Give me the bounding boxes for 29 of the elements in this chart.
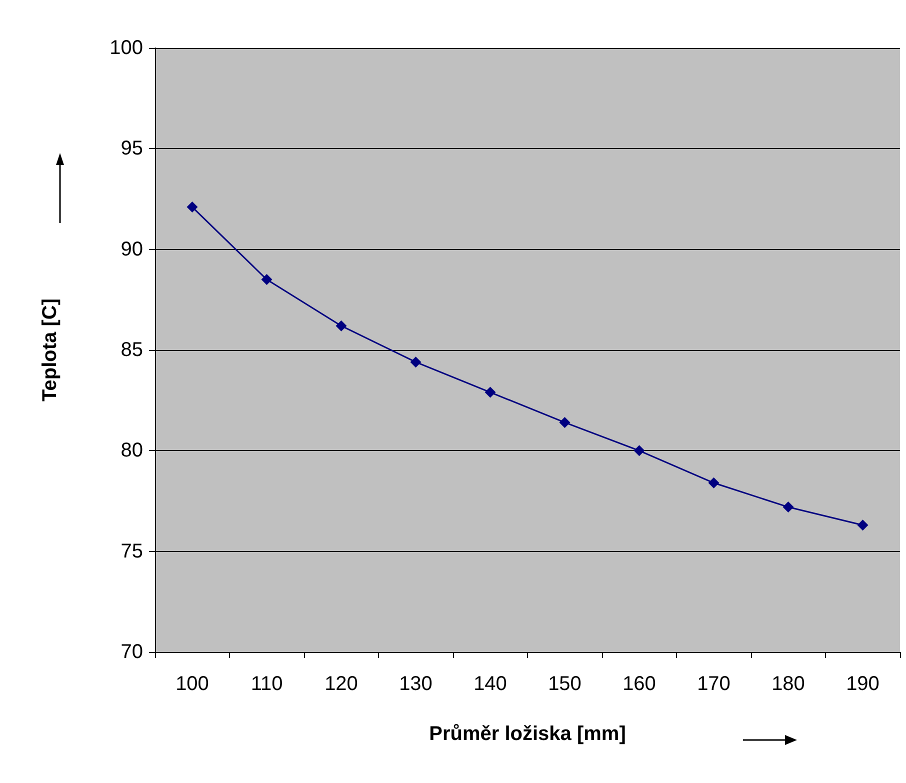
point bbox=[857, 520, 868, 531]
point bbox=[634, 445, 645, 456]
point bbox=[484, 386, 496, 398]
point bbox=[559, 416, 570, 428]
x-tick-label: 170 bbox=[697, 673, 730, 695]
x-tick-label: 150 bbox=[548, 673, 582, 695]
x-tick-label: 130 bbox=[399, 673, 432, 695]
y-tick-label: 85 bbox=[120, 339, 143, 361]
y-tick-label: 70 bbox=[120, 641, 143, 663]
y-tick-label: 90 bbox=[120, 238, 143, 260]
x-tick-label: 190 bbox=[846, 673, 880, 695]
x-tick-label: 120 bbox=[324, 673, 358, 695]
x-tick-label: 140 bbox=[474, 673, 507, 695]
point bbox=[336, 320, 347, 332]
point bbox=[186, 202, 198, 213]
x-axis-title: Průměr ložiska [mm] bbox=[429, 723, 626, 745]
y-tick-label: 75 bbox=[120, 540, 143, 562]
y-axis-title: Teplota [C] bbox=[39, 298, 61, 402]
point bbox=[782, 502, 794, 513]
point bbox=[410, 356, 422, 368]
x-tick-label: 160 bbox=[622, 673, 656, 695]
point bbox=[261, 274, 272, 286]
x-tick-label: 180 bbox=[772, 673, 805, 695]
point bbox=[708, 477, 720, 488]
y-tick-label: 80 bbox=[120, 440, 143, 462]
x-tick-label: 110 bbox=[250, 673, 283, 695]
y-tick-label: 100 bbox=[110, 37, 143, 59]
y-tick-label: 95 bbox=[120, 138, 143, 160]
x-tick-label: 100 bbox=[176, 673, 209, 695]
